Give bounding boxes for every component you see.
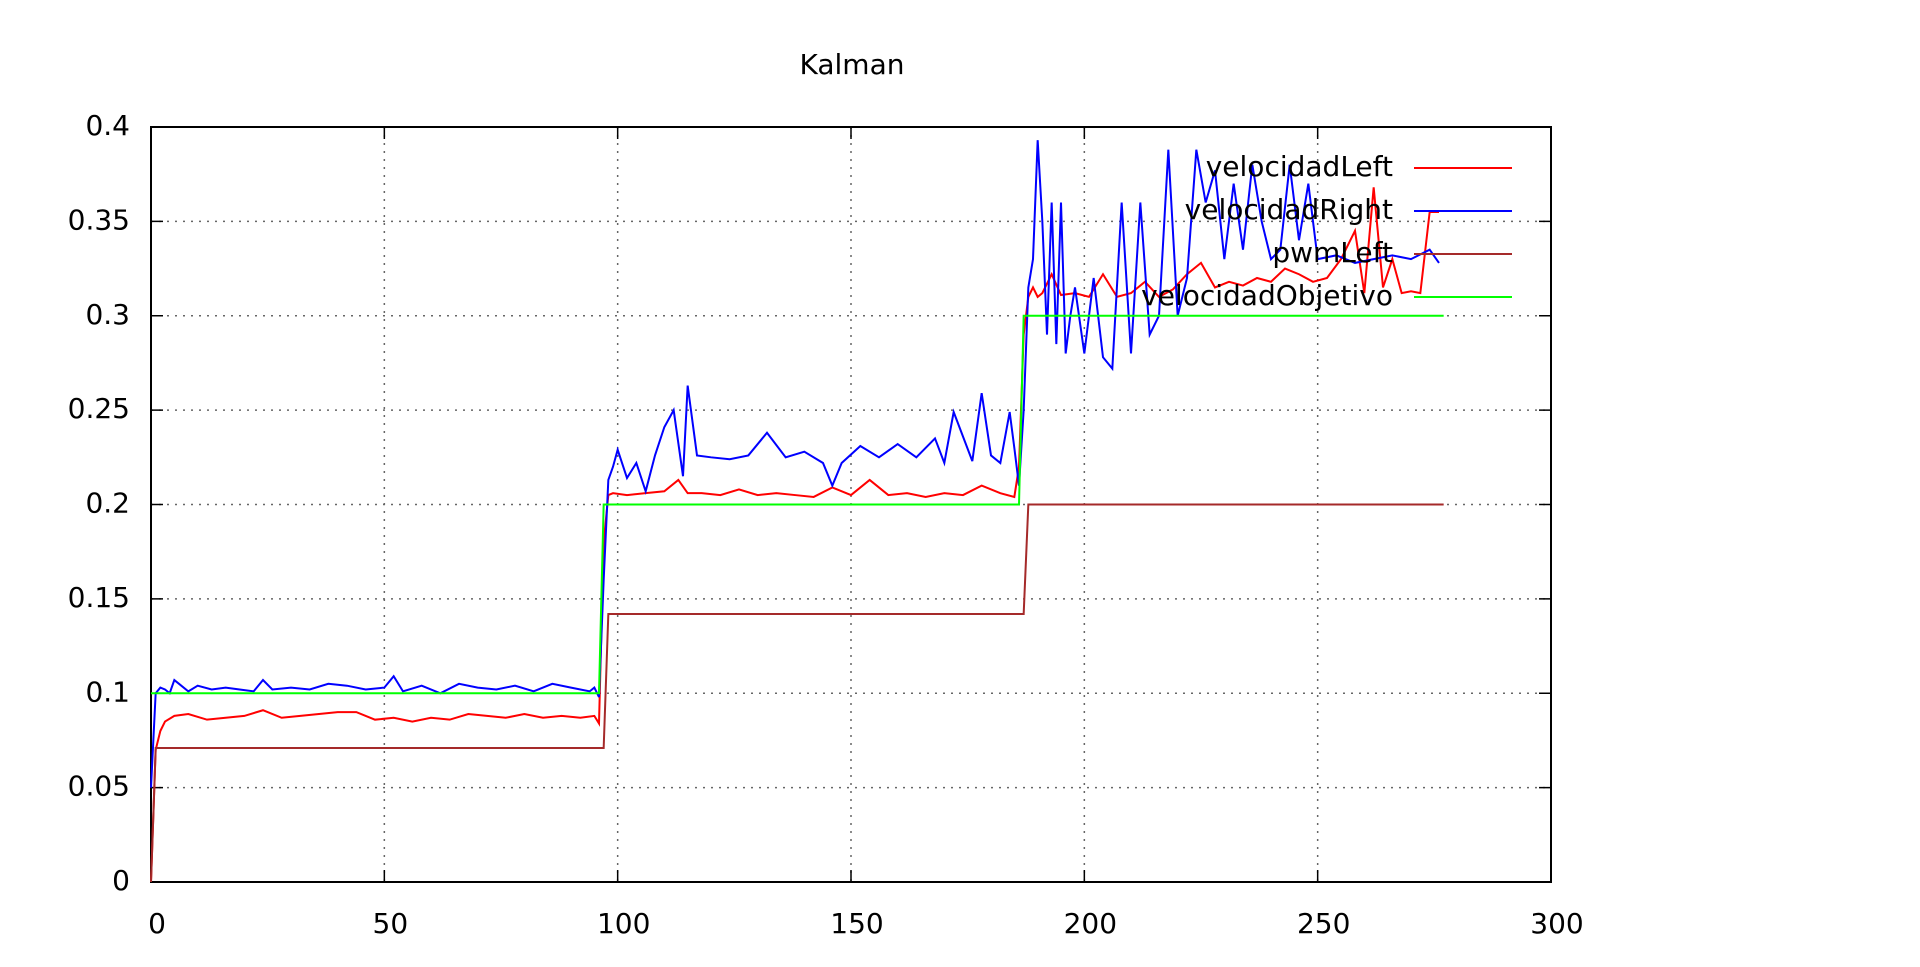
- data-line: [151, 314, 1444, 695]
- data-line: [150, 503, 1444, 883]
- legend-label: velocidadRight: [1185, 193, 1393, 226]
- data-line: [150, 140, 1440, 788]
- x-tick-label: 0: [148, 907, 166, 940]
- x-tick-label: 150: [830, 907, 883, 940]
- plot-frame: [150, 126, 1552, 883]
- y-tick-label: 0.05: [68, 770, 130, 803]
- y-tick-label: 0.1: [85, 675, 130, 708]
- y-tick-label: 0.35: [68, 203, 130, 236]
- legend-label: velocidadObjetivo: [1141, 279, 1393, 312]
- data-line: [150, 187, 1439, 883]
- y-tick-label: 0.15: [68, 581, 130, 614]
- y-tick-label: 0: [112, 864, 130, 897]
- y-tick-label: 0.25: [68, 392, 130, 425]
- x-tick-label: 250: [1297, 907, 1350, 940]
- x-tick-label: 50: [373, 907, 409, 940]
- legend-label: velocidadLeft: [1206, 150, 1393, 183]
- y-tick-label: 0.2: [85, 487, 130, 520]
- y-tick-label: 0.3: [85, 298, 130, 331]
- x-tick-label: 300: [1530, 907, 1583, 940]
- y-tick-label: 0.4: [85, 109, 130, 142]
- x-tick-label: 100: [597, 907, 650, 940]
- legend-label: pwmLeft: [1272, 236, 1393, 269]
- x-tick-label: 200: [1064, 907, 1117, 940]
- chart-title: Kalman: [800, 48, 905, 81]
